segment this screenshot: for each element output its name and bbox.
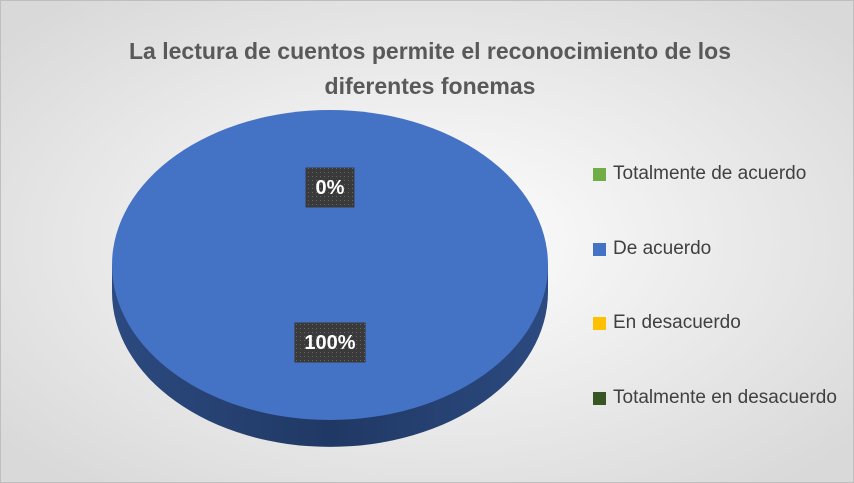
- legend-item: Totalmente de acuerdo: [593, 160, 843, 235]
- data-label: 0%: [316, 177, 345, 199]
- legend-label: De acuerdo: [613, 237, 712, 259]
- legend-label: Totalmente de acuerdo: [613, 163, 807, 184]
- data-label: 100%: [304, 332, 355, 354]
- legend-item: En desacuerdo: [593, 309, 843, 384]
- chart-title: La lectura de cuentos permite el reconoc…: [129, 38, 731, 99]
- data-label-box: [294, 322, 366, 363]
- legend-swatch: [593, 242, 606, 256]
- pie: 0% 100%: [112, 110, 548, 447]
- legend-item: Totalmente en desacuerdo: [593, 384, 843, 459]
- legend-swatch: [593, 391, 606, 405]
- data-label-box: [305, 167, 355, 208]
- legend-item: De acuerdo: [593, 235, 843, 310]
- legend-label: En desacuerdo: [613, 312, 741, 333]
- legend-label: Totalmente en desacuerdo: [613, 386, 837, 408]
- legend-swatch: [593, 317, 606, 330]
- pie-slice: [112, 110, 548, 420]
- legend-swatch: [593, 168, 606, 181]
- legend: Totalmente de acuerdo De acuerdo En desacu…: [593, 160, 843, 458]
